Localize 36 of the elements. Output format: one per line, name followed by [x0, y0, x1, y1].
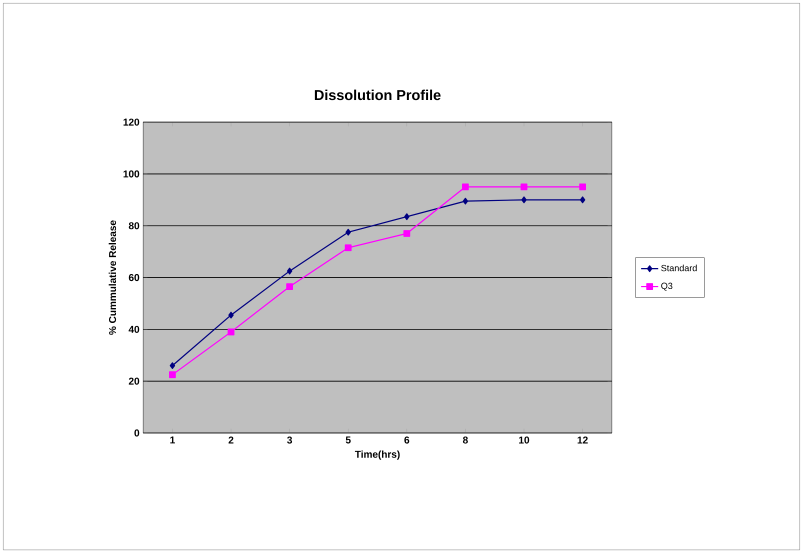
x-tick-label: 1	[170, 436, 175, 444]
chart-title: Dissolution Profile	[314, 90, 441, 100]
point	[579, 183, 586, 190]
point	[580, 196, 586, 204]
y-tick-label: 120	[124, 118, 140, 126]
point	[520, 183, 528, 190]
y-tick-label: 0	[134, 429, 140, 436]
x-tick-label: 10	[519, 436, 530, 444]
y-axis-title: % Cummulative Release	[108, 220, 116, 335]
x-tick-label: 6	[404, 436, 410, 444]
y-tick-label: 40	[128, 326, 140, 333]
x-tick-label: 5	[346, 436, 351, 444]
point	[169, 371, 176, 378]
point	[228, 328, 234, 336]
point	[344, 244, 352, 252]
y-tick-label: 60	[128, 274, 140, 282]
y-tick-label: 20	[128, 378, 140, 385]
point	[286, 283, 294, 290]
legend-label: Standard	[661, 264, 697, 272]
point	[462, 183, 469, 190]
point	[403, 230, 410, 237]
x-axis-title: Time(hrs)	[354, 450, 400, 460]
y-tick-label: 80	[128, 222, 140, 230]
x-tick-label: 12	[578, 436, 588, 444]
y-tick-label: 100	[124, 170, 140, 178]
point	[521, 196, 527, 204]
x-tick-label: 2	[228, 436, 234, 444]
legend-label: Q3	[661, 282, 672, 291]
point	[228, 312, 234, 318]
point	[462, 198, 468, 204]
x-tick-label: 8	[462, 436, 468, 444]
point	[404, 213, 410, 220]
point	[286, 268, 292, 274]
point	[346, 228, 351, 236]
point	[170, 362, 176, 369]
x-tick-label: 3	[287, 436, 292, 444]
